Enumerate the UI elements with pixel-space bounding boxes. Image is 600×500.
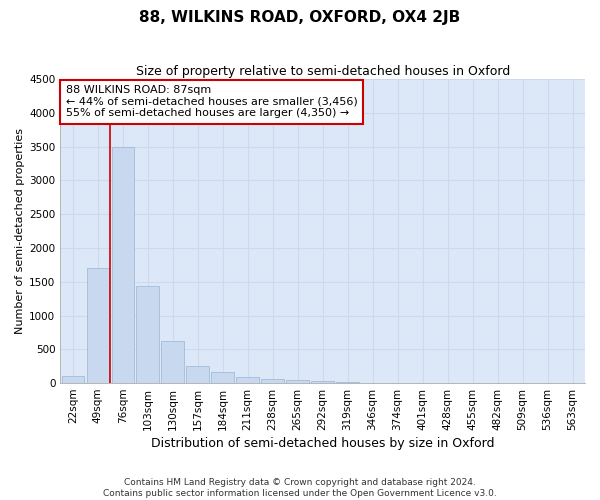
Y-axis label: Number of semi-detached properties: Number of semi-detached properties: [15, 128, 25, 334]
Bar: [187, 366, 209, 383]
Bar: [262, 378, 284, 383]
Bar: [337, 382, 359, 383]
Text: 88 WILKINS ROAD: 87sqm
← 44% of semi-detached houses are smaller (3,456)
55% of : 88 WILKINS ROAD: 87sqm ← 44% of semi-det…: [65, 85, 357, 118]
X-axis label: Distribution of semi-detached houses by size in Oxford: Distribution of semi-detached houses by …: [151, 437, 494, 450]
Bar: [211, 372, 234, 383]
Bar: [86, 268, 109, 383]
Bar: [62, 376, 84, 383]
Bar: [311, 382, 334, 383]
Bar: [112, 146, 134, 383]
Bar: [161, 341, 184, 383]
Title: Size of property relative to semi-detached houses in Oxford: Size of property relative to semi-detach…: [136, 65, 510, 78]
Bar: [236, 376, 259, 383]
Text: 88, WILKINS ROAD, OXFORD, OX4 2JB: 88, WILKINS ROAD, OXFORD, OX4 2JB: [139, 10, 461, 25]
Text: Contains HM Land Registry data © Crown copyright and database right 2024.
Contai: Contains HM Land Registry data © Crown c…: [103, 478, 497, 498]
Bar: [286, 380, 309, 383]
Bar: [136, 286, 159, 383]
